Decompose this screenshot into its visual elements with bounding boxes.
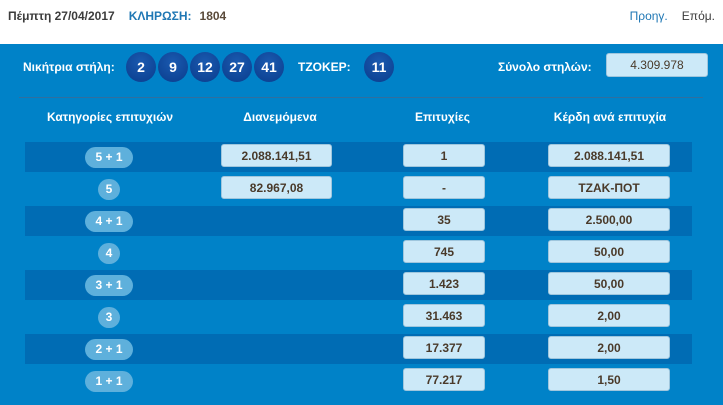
prize-value: 50,00 bbox=[548, 272, 670, 295]
prize-value: 1,50 bbox=[548, 368, 670, 391]
prize-value: 2.500,00 bbox=[548, 208, 670, 231]
category-badge: 4 bbox=[98, 243, 120, 264]
table-row: 3 31.463 2,00 bbox=[25, 302, 692, 332]
header-winners: Επιτυχίες bbox=[414, 110, 471, 124]
divider bbox=[19, 97, 703, 98]
winning-number: 41 bbox=[254, 52, 284, 82]
draw-label: ΚΛΗΡΩΣΗ: bbox=[128, 9, 192, 23]
winners-value: 31.463 bbox=[403, 304, 485, 327]
draw-date: Πέμπτη 27/04/2017 bbox=[8, 9, 115, 23]
table-row: 2 + 1 17.377 2,00 bbox=[25, 334, 692, 364]
winners-value: 77.217 bbox=[403, 368, 485, 391]
winners-value: 35 bbox=[403, 208, 485, 231]
winners-value: - bbox=[403, 176, 485, 199]
next-draw-link[interactable]: Επόμ. bbox=[681, 9, 715, 23]
category-badge: 3 bbox=[98, 307, 120, 328]
winners-value: 1.423 bbox=[403, 272, 485, 295]
winners-value: 1 bbox=[403, 144, 485, 167]
header-prize: Κέρδη ανά επιτυχία bbox=[553, 110, 667, 124]
table-row: 4 + 1 35 2.500,00 bbox=[25, 206, 692, 236]
winning-column-label: Νικήτρια στήλη: bbox=[23, 60, 115, 74]
previous-draw-link[interactable]: Προηγ. bbox=[629, 9, 668, 23]
distributed-value: 2.088.141,51 bbox=[221, 144, 332, 167]
category-badge: 2 + 1 bbox=[85, 339, 133, 360]
header-distributed: Διανεμόμενα bbox=[243, 110, 317, 124]
winning-number: 2 bbox=[126, 52, 156, 82]
prize-value: 2,00 bbox=[548, 304, 670, 327]
category-badge: 1 + 1 bbox=[85, 371, 133, 392]
winners-value: 745 bbox=[403, 240, 485, 263]
prize-value: 2.088.141,51 bbox=[548, 144, 670, 167]
prize-value: 2,00 bbox=[548, 336, 670, 359]
table-row: 3 + 1 1.423 50,00 bbox=[25, 270, 692, 300]
distributed-value: 82.967,08 bbox=[221, 176, 332, 199]
total-columns-value: 4.309.978 bbox=[606, 53, 708, 77]
category-badge: 4 + 1 bbox=[85, 211, 133, 232]
prize-value: ΤΖΑΚ-ΠΟΤ bbox=[548, 176, 670, 199]
table-row: 4 745 50,00 bbox=[25, 238, 692, 268]
winning-number: 27 bbox=[222, 52, 252, 82]
category-badge: 5 + 1 bbox=[85, 147, 133, 168]
winning-number: 9 bbox=[158, 52, 188, 82]
table-row: 5 + 1 2.088.141,51 1 2.088.141,51 bbox=[25, 142, 692, 172]
category-badge: 5 bbox=[98, 179, 120, 200]
header-categories: Κατηγορίες επιτυχιών bbox=[46, 110, 174, 124]
table-row: 5 82.967,08 - ΤΖΑΚ-ΠΟΤ bbox=[25, 174, 692, 204]
draw-header: Πέμπτη 27/04/2017 ΚΛΗΡΩΣΗ: 1804 Προηγ. Ε… bbox=[0, 0, 723, 44]
joker-label: ΤΖΟΚΕΡ: bbox=[298, 60, 351, 74]
draw-number: 1804 bbox=[199, 9, 227, 23]
winning-number: 12 bbox=[190, 52, 220, 82]
joker-number: 11 bbox=[364, 52, 394, 82]
category-badge: 3 + 1 bbox=[85, 275, 133, 296]
table-row: 1 + 1 77.217 1,50 bbox=[25, 366, 692, 396]
total-columns-label: Σύνολο στηλών: bbox=[498, 60, 592, 74]
winners-value: 17.377 bbox=[403, 336, 485, 359]
prize-value: 50,00 bbox=[548, 240, 670, 263]
